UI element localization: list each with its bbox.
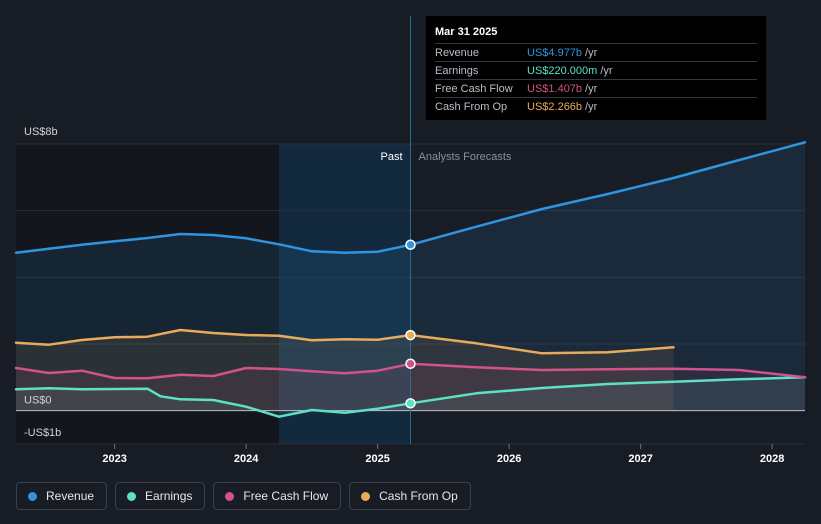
tooltip-series-value: US$1.407b xyxy=(527,82,583,95)
series-dots xyxy=(405,239,416,409)
tooltip-row: Cash From Op US$2.266b/yr xyxy=(435,97,757,115)
x-tick-label: 2025 xyxy=(365,453,389,465)
y-axis-label: US$0 xyxy=(24,395,52,407)
cash-from-op-past-line xyxy=(14,328,412,346)
tooltip-row: Revenue US$4.977b/yr xyxy=(435,43,757,61)
earnings-area xyxy=(16,377,805,417)
tooltip-series-name: Earnings xyxy=(435,64,479,77)
legend-label: Revenue xyxy=(46,489,95,503)
past-label: Past xyxy=(380,151,402,163)
tooltip-date: Mar 31 2025 xyxy=(435,26,498,38)
earnings-past-line xyxy=(14,387,412,418)
tooltip-unit: /yr xyxy=(585,46,598,59)
tooltip-series-name: Revenue xyxy=(435,46,480,59)
legend-dot-icon xyxy=(28,491,37,501)
legend: Revenue Earnings Free Cash Flow Cash From O… xyxy=(16,482,471,510)
legend-label: Earnings xyxy=(145,489,193,503)
legend-item-free-cash-flow[interactable]: Free Cash Flow xyxy=(213,482,342,510)
x-axis-ticks: 2023 2024 2025 2026 2027 2028 xyxy=(102,444,784,465)
x-tick-label: 2023 xyxy=(102,453,126,465)
tooltip-series-name: Free Cash Flow xyxy=(435,82,513,95)
tooltip-rows: Revenue US$4.977b/yr Earnings US$220.000m/y… xyxy=(435,43,757,115)
forecast-label: Analysts Forecasts xyxy=(419,151,512,163)
free-cash-flow-forecast-line xyxy=(409,362,807,379)
tooltip-unit: /yr xyxy=(585,82,598,95)
cash-from-op-forecast-line xyxy=(409,333,675,355)
revenue-forecast-line xyxy=(409,141,807,247)
y-axis-labels: US$8b US$0 -US$1b xyxy=(24,126,61,439)
free-cash-flow-current-point xyxy=(405,358,416,370)
earnings-forecast-line xyxy=(409,376,807,405)
tooltip-row: Free Cash Flow US$1.407b/yr xyxy=(435,79,757,97)
tooltip-series-name: Cash From Op xyxy=(435,100,508,113)
revenue-past-line xyxy=(14,232,412,254)
tooltip: Mar 31 2025 Revenue US$4.977b/yr Earnings U… xyxy=(426,16,766,120)
legend-dot-icon xyxy=(225,491,235,501)
highlight-region xyxy=(279,144,411,444)
legend-dot-icon xyxy=(127,491,137,501)
tooltip-unit: /yr xyxy=(600,64,613,77)
legend-item-cash-from-op[interactable]: Cash From Op xyxy=(349,482,471,510)
tooltip-row: Earnings US$220.000m/yr xyxy=(435,61,757,79)
earnings-current-point xyxy=(405,398,416,409)
tooltip-series-value: US$220.000m xyxy=(527,64,598,77)
y-axis-label: US$8b xyxy=(24,126,58,138)
tooltip-unit: /yr xyxy=(585,100,598,113)
x-tick-label: 2028 xyxy=(760,453,784,465)
free-cash-flow-past-line xyxy=(14,362,412,380)
x-tick-label: 2027 xyxy=(628,453,652,465)
y-axis-label: -US$1b xyxy=(24,427,61,439)
legend-label: Cash From Op xyxy=(379,489,458,503)
legend-item-earnings[interactable]: Earnings xyxy=(115,482,206,510)
x-tick-label: 2024 xyxy=(234,453,259,465)
series-lines xyxy=(14,141,807,418)
tooltip-series-value: US$2.266b xyxy=(527,100,583,113)
tooltip-series-value: US$4.977b xyxy=(527,46,583,59)
legend-label: Free Cash Flow xyxy=(243,489,329,503)
legend-item-revenue[interactable]: Revenue xyxy=(16,482,108,510)
x-tick-label: 2026 xyxy=(497,453,521,465)
revenue-current-point xyxy=(405,239,416,251)
cash-from-op-current-point xyxy=(405,329,416,341)
legend-dot-icon xyxy=(361,491,371,501)
